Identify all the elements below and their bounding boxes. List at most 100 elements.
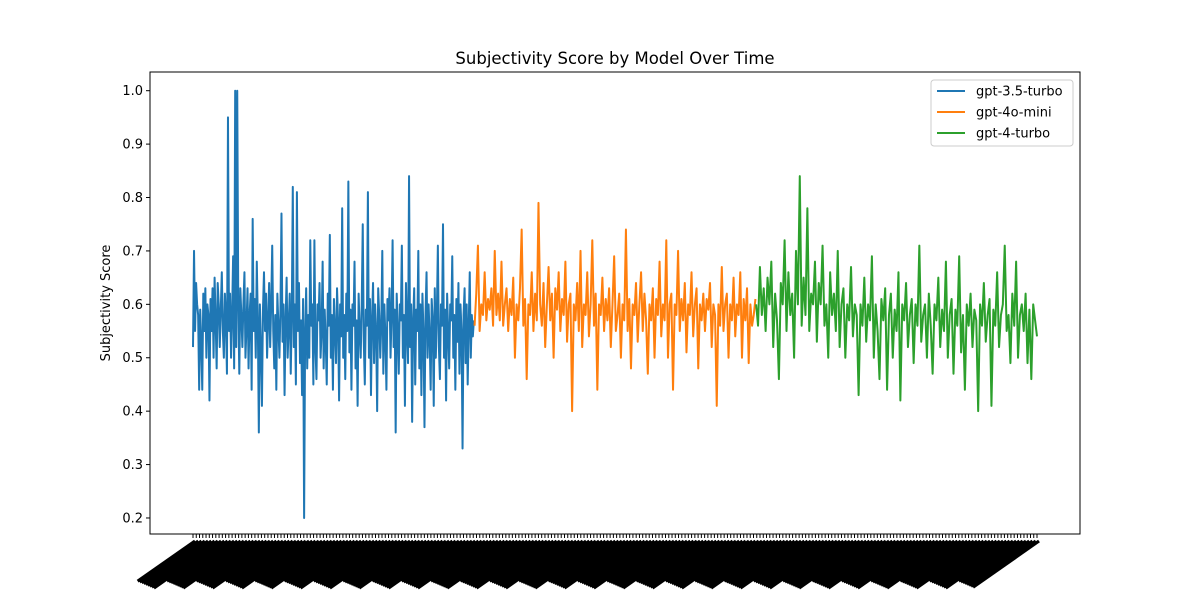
x-tick-label xyxy=(408,539,473,586)
x-tick-label xyxy=(502,539,571,589)
x-tick-label xyxy=(471,539,539,588)
x-tick-label xyxy=(322,539,389,587)
x-tick-label xyxy=(878,539,943,586)
x-tick-label xyxy=(295,539,363,588)
x-tick-label xyxy=(592,539,662,590)
x-tick-label xyxy=(876,539,939,586)
x-tick-label xyxy=(534,539,604,590)
x-tick-label xyxy=(708,539,776,589)
x-tick-label xyxy=(842,539,904,584)
x-tick-label xyxy=(377,539,441,586)
x-tick-label xyxy=(794,539,861,588)
x-tick-label xyxy=(693,539,754,583)
x-tick-label xyxy=(790,539,855,586)
x-tick-label xyxy=(238,539,307,589)
x-tick-label xyxy=(526,539,591,586)
x-tick-label xyxy=(148,539,216,588)
x-tick-label xyxy=(494,539,558,586)
x-axis-ticks xyxy=(192,534,1038,538)
x-tick-label xyxy=(234,539,301,587)
x-tick-label xyxy=(781,539,842,583)
x-tick-label xyxy=(702,539,767,586)
x-tick-label xyxy=(354,539,421,588)
x-tick-label xyxy=(180,539,249,589)
y-tick-label: 0.3 xyxy=(122,458,143,473)
x-tick-label xyxy=(498,539,565,587)
x-tick-label xyxy=(532,539,600,589)
x-tick-label xyxy=(783,539,845,584)
x-tick-label xyxy=(961,539,1024,585)
x-tick-label xyxy=(199,539,262,585)
x-tick-label xyxy=(283,539,343,583)
x-tick-label xyxy=(930,539,992,584)
x-tick-label xyxy=(469,539,535,587)
x-tick-label xyxy=(230,539,294,586)
x-tick-label xyxy=(580,539,643,585)
x-tick-label xyxy=(817,539,881,586)
x-tick-label xyxy=(195,539,255,583)
x-tick-label xyxy=(174,539,239,586)
x-tick-label xyxy=(400,539,460,583)
x-tick-label xyxy=(670,539,734,586)
x-tick-label xyxy=(813,539,874,584)
x-tick-label xyxy=(936,539,1001,586)
x-tick-label xyxy=(299,539,369,590)
x-tick-label xyxy=(605,539,666,583)
y-tick-label: 0.9 xyxy=(122,138,143,153)
x-tick-label xyxy=(731,539,796,586)
x-tick-label xyxy=(700,539,763,586)
x-tick-label xyxy=(768,539,838,590)
x-tick-label xyxy=(268,539,337,589)
x-tick-label xyxy=(739,539,809,590)
x-tick-label xyxy=(461,539,522,584)
x-tick-label xyxy=(140,539,203,585)
x-tick-label xyxy=(618,539,685,588)
x-tick-label xyxy=(342,539,402,583)
x-tick-label xyxy=(490,539,552,584)
x-tick-label xyxy=(522,539,584,585)
x-tick-label xyxy=(639,539,702,585)
x-tick-label xyxy=(201,539,265,586)
x-tick-label xyxy=(758,539,822,586)
x-tick-label xyxy=(869,539,930,583)
x-tick-label xyxy=(371,539,431,583)
x-tick-label xyxy=(410,539,477,587)
x-tick-label xyxy=(152,539,222,590)
x-tick-label xyxy=(373,539,434,584)
x-tick-label xyxy=(884,539,952,589)
x-tick-label xyxy=(226,539,288,584)
x-tick-label xyxy=(848,539,913,586)
x-tick-label xyxy=(228,539,291,585)
x-tick-label xyxy=(402,539,464,584)
x-tick-label xyxy=(821,539,887,587)
x-tick-label xyxy=(608,539,669,584)
y-tick-label: 0.5 xyxy=(122,351,143,366)
x-tick-label xyxy=(430,539,490,583)
x-tick-label xyxy=(528,539,594,587)
x-tick-label xyxy=(622,539,692,590)
x-tick-label xyxy=(825,539,894,589)
x-tick-label xyxy=(236,539,304,588)
x-tick-label xyxy=(616,539,682,587)
x-tick-label xyxy=(698,539,760,585)
x-tick-label xyxy=(823,539,891,588)
x-tick-label xyxy=(197,539,258,584)
x-tick-label xyxy=(815,539,877,585)
x-tick-label xyxy=(258,539,320,585)
x-tick-label xyxy=(696,539,757,584)
x-tick-label xyxy=(496,539,561,586)
x-tick-label xyxy=(262,539,327,586)
x-tick-label xyxy=(316,539,379,585)
x-tick-label xyxy=(203,539,268,586)
y-tick-label: 0.6 xyxy=(122,298,143,313)
x-tick-label xyxy=(944,539,1014,590)
series-line-gpt-4o-mini xyxy=(473,201,757,413)
x-tick-label xyxy=(136,539,196,583)
y-tick-label: 0.2 xyxy=(122,511,143,526)
x-tick-label xyxy=(432,539,493,584)
x-tick-label xyxy=(473,539,542,589)
x-tick-label xyxy=(346,539,408,585)
x-tick-label xyxy=(446,539,516,590)
x-tick-label xyxy=(551,539,614,585)
